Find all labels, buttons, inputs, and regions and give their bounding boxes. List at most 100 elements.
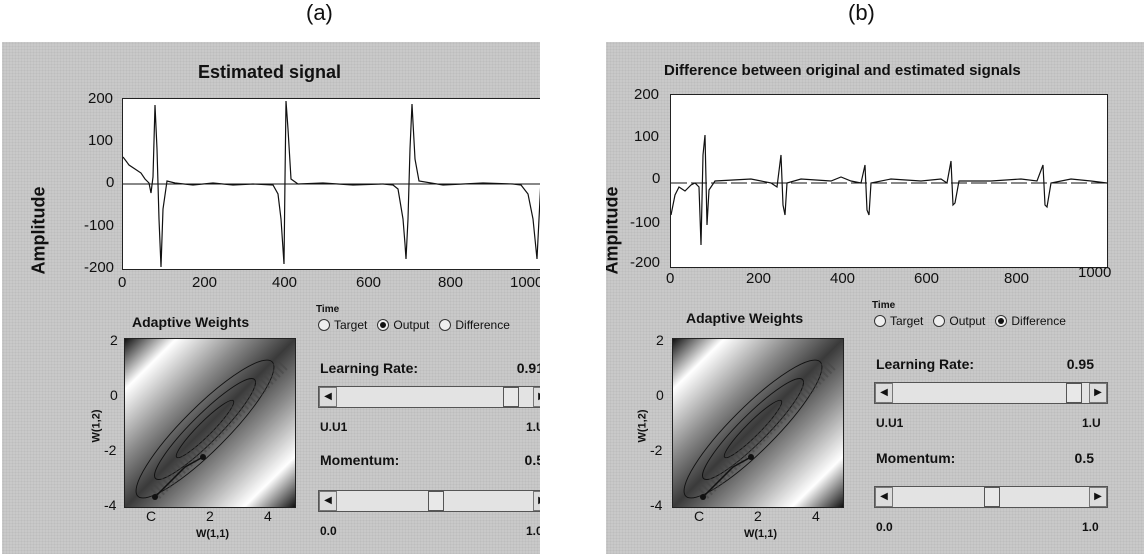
- radio-label: Output: [393, 318, 430, 332]
- w-y-tick-neg4: -4: [650, 497, 663, 513]
- w-y-tick-2: 2: [656, 332, 664, 348]
- x-tick-200: 200: [192, 274, 218, 291]
- panel-estimated-signal: Estimated signal Amplitude 200 100 0 -10…: [2, 42, 540, 554]
- w-x-tick-0: C: [146, 508, 157, 524]
- w-y-tick-neg2: -2: [650, 442, 663, 458]
- error-surface-plot: [124, 338, 296, 508]
- w-y-label: W(1,2): [90, 409, 103, 443]
- w-x-label: W(1,1): [196, 528, 229, 540]
- y-axis-label: Amplitude: [28, 186, 49, 275]
- radio-dot: [439, 319, 452, 331]
- radio-target[interactable]: Target: [318, 318, 367, 332]
- time-label: Time: [872, 300, 896, 311]
- panel-difference-signal: Difference between original and estimate…: [606, 42, 1144, 554]
- y-tick-0: 0: [106, 174, 115, 191]
- slider-left-arrow[interactable]: ◀: [875, 487, 893, 507]
- radio-label: Difference: [1011, 314, 1066, 328]
- x-tick-400: 400: [830, 270, 856, 287]
- display-mode-radios: Target Output Difference: [874, 314, 1066, 328]
- slider-right-arrow[interactable]: ▶: [1089, 487, 1107, 507]
- momentum-value: 0.5: [524, 452, 540, 468]
- error-surface-plot: [672, 338, 844, 508]
- w-x-tick-4: 4: [812, 508, 820, 524]
- radio-dot: [318, 319, 330, 331]
- adaptive-weights-title: Adaptive Weights: [132, 314, 250, 330]
- slider-right-arrow[interactable]: ▶: [533, 491, 540, 511]
- learning-rate-slider[interactable]: ◀ ▶: [874, 382, 1108, 404]
- radio-output[interactable]: Output: [377, 318, 429, 332]
- momentum-slider[interactable]: ◀ ▶: [874, 486, 1108, 508]
- radio-difference[interactable]: Difference: [995, 314, 1066, 328]
- w-x-tick-0: C: [694, 508, 705, 524]
- momentum-value: 0.5: [1074, 450, 1094, 466]
- radio-output[interactable]: Output: [933, 314, 985, 328]
- w-x-tick-2: 2: [206, 508, 214, 524]
- w-y-label: W(1,2): [636, 409, 649, 443]
- signal-chart: [122, 100, 540, 268]
- radio-label: Target: [334, 318, 368, 332]
- x-tick-1000: 1000: [1078, 264, 1112, 281]
- slider-left-arrow[interactable]: ◀: [319, 491, 337, 511]
- time-label: Time: [316, 304, 340, 315]
- learning-rate-value: 0.95: [1066, 356, 1094, 372]
- radio-label: Output: [949, 314, 986, 328]
- momentum-max: 1.0: [526, 524, 540, 538]
- difference-signal-line: [670, 134, 1108, 246]
- y-tick-neg200: -200: [84, 259, 115, 276]
- y-tick-200: 200: [634, 86, 660, 103]
- radio-difference[interactable]: Difference: [439, 318, 510, 332]
- radio-target[interactable]: Target: [874, 314, 923, 328]
- plot-title: Estimated signal: [198, 62, 342, 82]
- w-y-tick-0: 0: [656, 387, 664, 403]
- difference-plot: [670, 94, 1108, 268]
- learning-rate-min: U.U1: [320, 420, 348, 434]
- w-y-tick-2: 2: [110, 332, 118, 348]
- w-y-tick-neg4: -4: [104, 497, 117, 513]
- momentum-max: 1.0: [1082, 520, 1099, 534]
- learning-rate-min: U.U1: [876, 416, 904, 430]
- slider-right-arrow[interactable]: ▶: [533, 387, 540, 407]
- x-tick-600: 600: [914, 270, 940, 287]
- w-y-tick-neg2: -2: [104, 442, 117, 458]
- difference-chart: [670, 134, 1108, 246]
- radio-label: Target: [890, 314, 924, 328]
- momentum-label: Momentum:: [320, 452, 400, 468]
- display-mode-radios: Target Output Difference: [318, 318, 510, 332]
- slider-left-arrow[interactable]: ◀: [319, 387, 337, 407]
- adaptive-weights-title: Adaptive Weights: [686, 310, 804, 326]
- learning-rate-slider[interactable]: ◀ ▶: [318, 386, 540, 408]
- y-tick-0: 0: [652, 170, 661, 187]
- y-tick-neg100: -100: [84, 217, 115, 234]
- slider-right-arrow[interactable]: ▶: [1089, 383, 1107, 403]
- x-tick-1000: 1000: [510, 274, 540, 291]
- estimated-signal-line: [122, 100, 540, 268]
- caption-a: (a): [306, 0, 333, 25]
- x-tick-0: 0: [666, 270, 675, 287]
- x-tick-800: 800: [438, 274, 464, 291]
- caption-b: (b): [848, 0, 875, 25]
- y-axis-label: Amplitude: [606, 186, 622, 275]
- slider-thumb[interactable]: [984, 487, 1000, 507]
- x-tick-600: 600: [356, 274, 382, 291]
- momentum-label: Momentum:: [876, 450, 956, 466]
- momentum-min: 0.0: [320, 524, 337, 538]
- slider-thumb[interactable]: [502, 387, 519, 407]
- radio-dot: [874, 315, 886, 327]
- y-tick-100: 100: [88, 132, 114, 149]
- slider-left-arrow[interactable]: ◀: [875, 383, 893, 403]
- momentum-slider[interactable]: ◀ ▶: [318, 490, 540, 512]
- signal-plot: [122, 98, 540, 270]
- x-tick-0: 0: [118, 274, 127, 291]
- w-x-tick-2: 2: [754, 508, 762, 524]
- learning-rate-max: 1.U: [1082, 416, 1101, 430]
- slider-thumb[interactable]: [1065, 383, 1082, 403]
- slider-thumb[interactable]: [428, 491, 444, 511]
- y-tick-200: 200: [88, 90, 114, 107]
- x-tick-400: 400: [272, 274, 298, 291]
- radio-label: Difference: [455, 318, 510, 332]
- radio-dot: [933, 315, 946, 327]
- plot-title: Difference between original and estimate…: [664, 62, 1021, 79]
- y-tick-100: 100: [634, 128, 660, 145]
- learning-rate-label: Learning Rate:: [320, 360, 419, 376]
- radio-dot-selected: [995, 315, 1008, 327]
